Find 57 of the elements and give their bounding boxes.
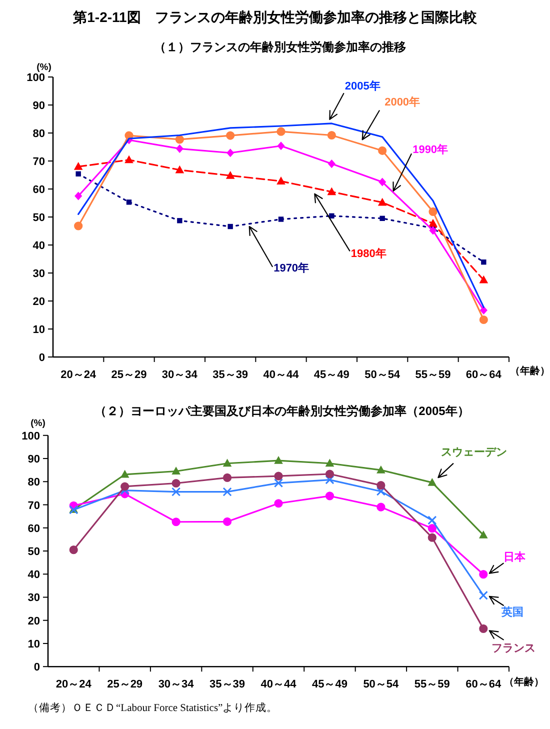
series-name: スウェーデン: [441, 446, 508, 459]
x-tick-label: 20～24: [56, 678, 92, 691]
y-tick-label: 80: [28, 476, 40, 489]
y-tick-label: 10: [28, 638, 40, 650]
y-tick-label: 60: [28, 522, 40, 535]
series-name: 英国: [501, 606, 524, 618]
y-tick-label: 0: [38, 352, 45, 364]
y-tick-label: 0: [34, 662, 40, 674]
y-tick-label: 20: [28, 615, 40, 628]
annotation: （備考）ＯＥＣＤ“Labour Force Statistics”より作成。: [28, 703, 278, 714]
x-tick-label: 50～54: [363, 678, 399, 691]
ylabel: (%): [30, 418, 46, 429]
y-tick-label: 50: [28, 546, 40, 558]
y-tick-label: 40: [28, 569, 40, 582]
series-name: 2005年: [344, 80, 380, 92]
y-tick-label: 20: [32, 296, 45, 308]
x-tick-label: 25～29: [111, 369, 147, 381]
y-tick-label: 70: [28, 500, 40, 512]
y-tick-label: 100: [26, 72, 45, 84]
y-tick-label: 30: [28, 592, 40, 604]
xlabel: （年齢）: [510, 366, 550, 377]
y-tick-label: 10: [32, 324, 45, 336]
x-tick-label: 45～49: [314, 369, 350, 381]
subtitle: （１）フランスの年齢別女性労働参加率の推移: [154, 40, 406, 54]
x-tick-label: 55～59: [415, 369, 451, 381]
y-tick-label: 70: [32, 156, 45, 168]
x-tick-label: 40～44: [260, 678, 296, 691]
y-tick-label: 100: [22, 430, 40, 442]
x-tick-label: 25～29: [107, 678, 143, 691]
x-tick-label: 30～34: [162, 369, 198, 381]
x-tick-label: 40～44: [263, 369, 299, 381]
x-tick-label: 45～49: [312, 678, 348, 691]
series-name: 日本: [503, 551, 526, 564]
y-tick-label: 90: [32, 100, 45, 112]
series-name: 1980年: [350, 248, 386, 260]
y-tick-label: 80: [32, 128, 45, 140]
series-name: フランス: [491, 642, 536, 655]
x-tick-label: 60～64: [466, 369, 502, 381]
y-tick-label: 50: [32, 212, 45, 224]
y-tick-label: 30: [32, 268, 45, 280]
y-tick-label: 60: [32, 184, 45, 196]
xlabel: （年齢）: [504, 677, 544, 688]
series-name: 1990年: [412, 144, 448, 156]
y-tick-label: 90: [28, 454, 40, 466]
ylabel: (%): [36, 62, 52, 73]
y-tick-label: 40: [32, 240, 45, 252]
x-tick-label: 60～64: [466, 678, 502, 691]
x-tick-label: 30～34: [158, 678, 194, 691]
x-tick-label: 35～39: [212, 369, 248, 381]
x-tick-label: 35～39: [210, 678, 246, 691]
title: 第1-2-11図 フランスの年齢別女性労働参加率の推移と国際比較: [73, 9, 477, 25]
x-tick-label: 50～54: [364, 369, 400, 381]
title: （２）ヨーロッパ主要国及び日本の年齢別女性労働参加率（2005年）: [94, 404, 470, 418]
x-tick-label: 20～24: [60, 369, 96, 381]
x-tick-label: 55～59: [414, 678, 450, 691]
series-name: 2000年: [384, 96, 420, 109]
series-name: 1970年: [274, 262, 310, 275]
